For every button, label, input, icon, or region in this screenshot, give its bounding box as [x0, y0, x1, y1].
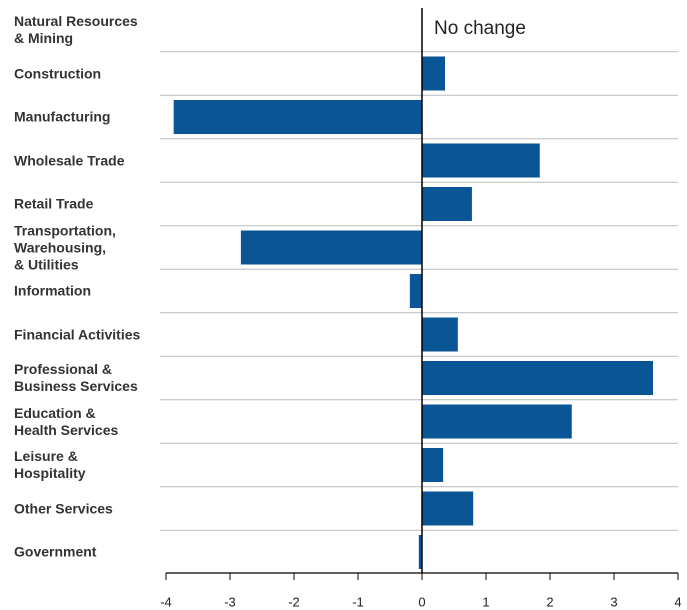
category-label: Retail Trade	[14, 195, 94, 212]
category-label: Wholesale Trade	[14, 152, 125, 168]
category-label: Professional & Business Services	[14, 361, 138, 394]
annotation: No change	[434, 18, 526, 39]
bar	[422, 187, 472, 221]
category-label: Manufacturing	[14, 108, 111, 125]
x-tick-label: 1	[482, 594, 489, 609]
x-tick-label: -2	[288, 594, 300, 609]
bar	[422, 448, 444, 482]
x-tick-label: 3	[610, 594, 617, 609]
category-label: Leisure & Hospitality	[14, 448, 86, 481]
category-label: Transportation, Warehousing, & Utilities	[14, 222, 116, 272]
bar	[173, 100, 422, 134]
bar	[422, 404, 572, 439]
category-label: Education & Health Services	[14, 404, 119, 438]
bar	[240, 230, 422, 265]
bar	[422, 491, 474, 526]
category-label: Information	[14, 282, 91, 299]
category-label: Construction	[14, 65, 102, 81]
x-tick-label: -1	[352, 594, 364, 609]
category-label: Financial Activities	[14, 326, 141, 342]
bar	[422, 143, 540, 178]
bar	[418, 535, 422, 569]
bar	[422, 361, 654, 395]
bar	[422, 317, 458, 352]
x-tick-label: -3	[224, 594, 236, 609]
x-tick-label: 4	[674, 594, 681, 609]
category-label: Other Services	[14, 500, 113, 516]
x-tick-label: -4	[160, 594, 172, 609]
category-label: Government	[14, 543, 97, 560]
bar	[422, 56, 446, 91]
x-tick-label: 0	[418, 594, 425, 609]
x-tick-label: 2	[546, 594, 553, 609]
bar	[409, 274, 422, 308]
category-label: Natural Resources & Mining	[14, 13, 138, 46]
